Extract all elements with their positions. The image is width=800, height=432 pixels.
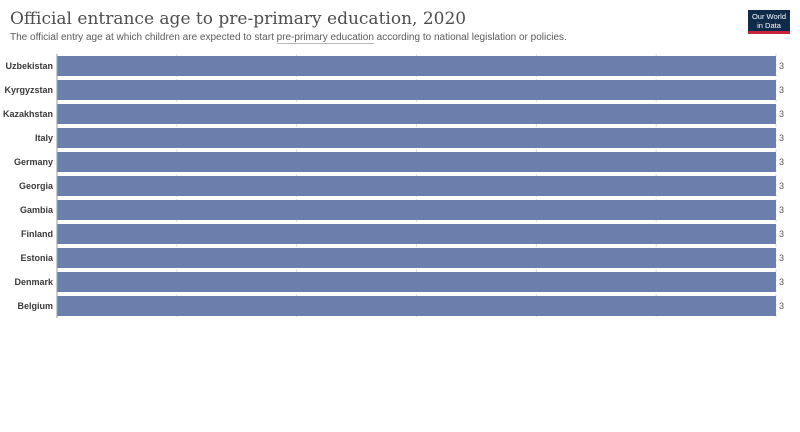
chart-title: Official entrance age to pre-primary edu… [10, 9, 467, 29]
bar-germany[interactable] [57, 152, 776, 172]
bar-belgium[interactable] [57, 296, 776, 316]
value-label: 3 [779, 109, 784, 119]
value-label: 3 [779, 277, 784, 287]
bar-uzbekistan[interactable] [57, 56, 776, 76]
category-label: Denmark [14, 277, 54, 287]
bar-gambia[interactable] [57, 200, 776, 220]
value-label: 3 [779, 181, 784, 191]
owid-logo[interactable]: Our World in Data [748, 10, 790, 34]
category-label: Germany [14, 157, 53, 167]
bar-italy[interactable] [57, 128, 776, 148]
chart-subtitle: The official entry age at which children… [10, 32, 567, 44]
bar-georgia[interactable] [57, 176, 776, 196]
category-label: Georgia [19, 181, 54, 191]
bar-denmark[interactable] [57, 272, 776, 292]
value-label: 3 [779, 157, 784, 167]
logo-line-2: in Data [757, 21, 781, 30]
value-label: 3 [779, 253, 784, 263]
bar-kazakhstan[interactable] [57, 104, 776, 124]
category-label: Estonia [20, 253, 54, 263]
category-label: Gambia [20, 205, 54, 215]
value-label: 3 [779, 301, 784, 311]
value-label: 3 [779, 205, 784, 215]
bar-estonia[interactable] [57, 248, 776, 268]
category-label: Italy [35, 133, 53, 143]
value-label: 3 [779, 133, 784, 143]
bar-kyrgyzstan[interactable] [57, 80, 776, 100]
value-label: 3 [779, 85, 784, 95]
category-label: Kazakhstan [3, 109, 53, 119]
subtitle-link[interactable]: pre-primary education [276, 32, 374, 44]
category-label: Finland [21, 229, 53, 239]
subtitle-text: The official entry age at which children… [10, 32, 277, 43]
logo-line-1: Our World [751, 12, 787, 21]
value-label: 3 [779, 229, 784, 239]
bar-finland[interactable] [57, 224, 776, 244]
category-label: Belgium [17, 301, 53, 311]
value-label: 3 [779, 61, 784, 71]
subtitle-text-end: according to national legislation or pol… [373, 32, 567, 43]
category-label: Uzbekistan [5, 61, 53, 71]
category-label: Kyrgyzstan [4, 85, 53, 95]
